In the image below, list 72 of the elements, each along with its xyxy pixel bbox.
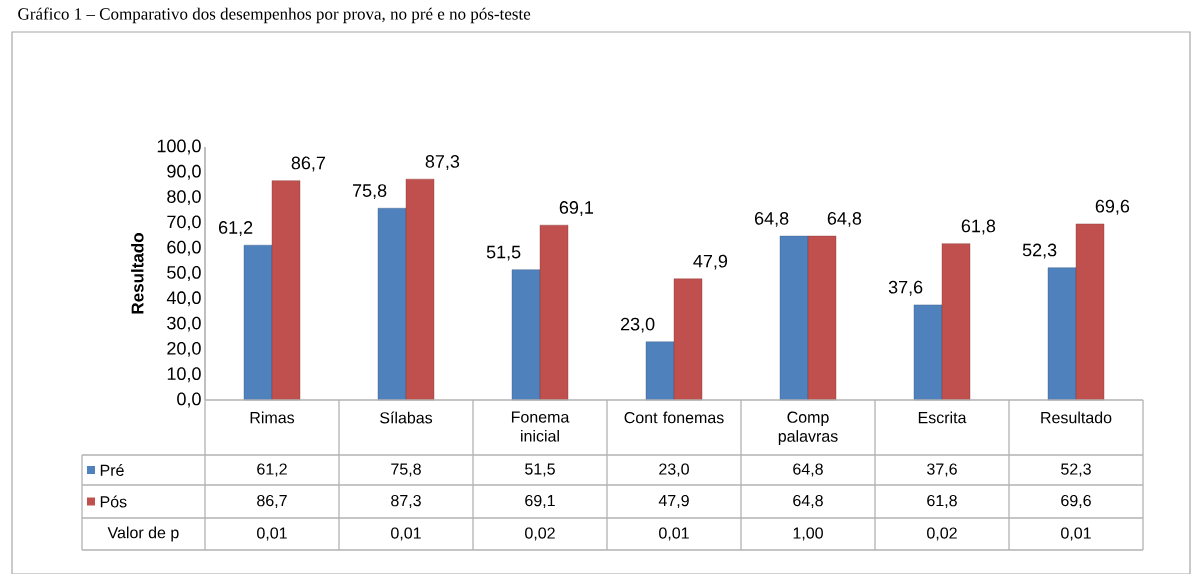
text: 69,6 bbox=[1095, 199, 1130, 215]
text: 1,00 bbox=[793, 527, 823, 541]
y-tick-label: 70,0 bbox=[167, 215, 201, 231]
x-tick-label: Comp palavras bbox=[778, 411, 838, 446]
x-tick-label: Escrita bbox=[918, 411, 967, 424]
bar bbox=[673, 278, 703, 401]
x-tick-label: Rimas bbox=[250, 411, 295, 424]
y-tick-label: 40,0 bbox=[166, 291, 201, 307]
data-label: 86,7 bbox=[257, 494, 287, 509]
y-tick-label: 30,0 bbox=[167, 316, 201, 332]
text: 0,01 bbox=[257, 527, 287, 541]
bar bbox=[645, 341, 675, 401]
y-tick-label: 10,0 bbox=[167, 367, 201, 383]
text: 0,02 bbox=[927, 527, 957, 541]
data-label: 69,6 bbox=[1061, 494, 1091, 509]
bar bbox=[377, 208, 407, 401]
bar bbox=[511, 269, 541, 401]
chart-title: Gráfico 1 – Comparativo dos desempenhos por prova, no pré e no pós-teste bbox=[18, 7, 531, 24]
text: 64,8 bbox=[827, 211, 862, 227]
bar bbox=[941, 243, 971, 401]
y-axis-title: Resultado bbox=[131, 233, 144, 314]
text: 61,2 bbox=[219, 221, 253, 236]
bar bbox=[405, 178, 435, 401]
text: 75,8 bbox=[353, 184, 387, 200]
y-tick-label: 80,0 bbox=[167, 190, 201, 206]
legend-label: Pré bbox=[100, 464, 124, 476]
data-label: 64,8 bbox=[793, 463, 823, 477]
legend-label: Pós bbox=[100, 495, 127, 508]
y-tick-label: 0,0 bbox=[177, 392, 201, 408]
text: 23,0 bbox=[621, 317, 655, 333]
bar bbox=[539, 224, 569, 401]
text: 0,01 bbox=[1061, 527, 1091, 541]
data-label: 87,3 bbox=[391, 494, 421, 509]
y-tick-label: 20,0 bbox=[167, 341, 201, 357]
text: 69,1 bbox=[559, 201, 594, 216]
text: 61,8 bbox=[961, 219, 996, 235]
data-label: 64,8 bbox=[793, 494, 823, 509]
y-tick-label: 100,0 bbox=[157, 139, 201, 155]
data-label: 37,6 bbox=[927, 463, 957, 477]
text: 64,8 bbox=[755, 211, 789, 227]
data-label: 23,0 bbox=[659, 463, 689, 477]
data-label: 75,8 bbox=[391, 463, 421, 477]
text: Valor de p bbox=[107, 526, 179, 542]
y-tick-label: 60,0 bbox=[167, 240, 201, 256]
bar bbox=[779, 235, 809, 401]
data-label: 61,2 bbox=[257, 463, 287, 477]
data-label: 51,5 bbox=[525, 463, 555, 477]
text: 0,01 bbox=[391, 527, 421, 541]
bar bbox=[1047, 267, 1077, 401]
y-tick-label: 90,0 bbox=[167, 164, 201, 180]
bar bbox=[1075, 223, 1105, 401]
data-label: 61,8 bbox=[927, 494, 957, 509]
bar bbox=[271, 180, 301, 401]
bar bbox=[913, 304, 943, 401]
x-tick-label: Fonema inicial bbox=[511, 411, 570, 442]
text: 52,3 bbox=[1022, 243, 1057, 259]
data-label: 69,1 bbox=[525, 494, 555, 509]
x-tick-label: Cont fonemas bbox=[624, 411, 724, 424]
text: 0,01 bbox=[659, 527, 689, 541]
x-tick-label: Resultado bbox=[1041, 411, 1112, 424]
bar bbox=[807, 235, 837, 401]
text: 0,02 bbox=[525, 527, 555, 541]
data-label: 47,9 bbox=[658, 494, 689, 509]
text: 87,3 bbox=[425, 155, 460, 170]
text: 47,9 bbox=[693, 254, 728, 270]
y-tick-label: 50,0 bbox=[167, 266, 201, 281]
text: 86,7 bbox=[291, 156, 326, 172]
text: 37,6 bbox=[888, 280, 923, 296]
text: 51,5 bbox=[486, 245, 521, 261]
bar bbox=[243, 244, 273, 401]
x-tick-label: Sílabas bbox=[380, 411, 433, 424]
data-label: 52,3 bbox=[1061, 463, 1091, 477]
